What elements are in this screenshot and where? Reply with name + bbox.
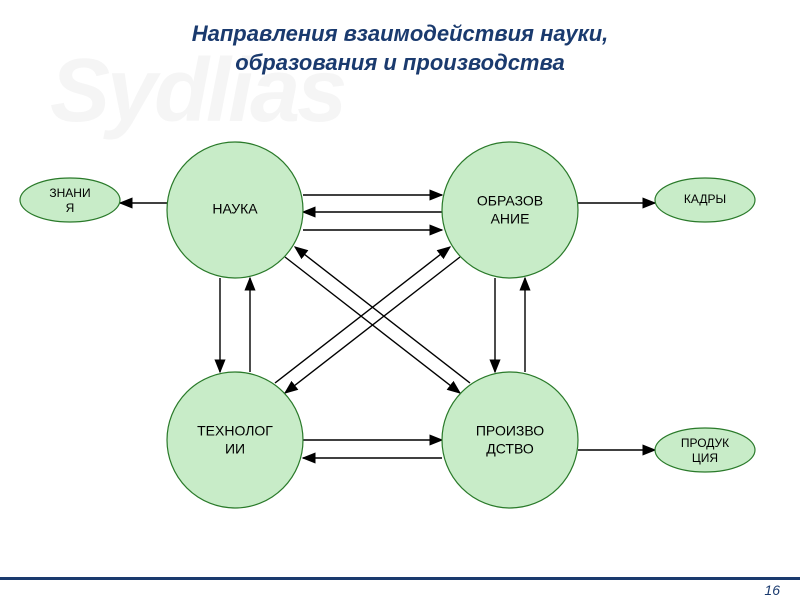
small-node-label: Я — [66, 201, 75, 215]
node-label: НАУКА — [212, 201, 258, 217]
node-label: ТЕХНОЛОГ — [197, 423, 273, 439]
small-node-label: ПРОДУК — [681, 436, 729, 450]
title-line-1: Направления взаимодействия науки, — [192, 21, 609, 46]
footer-divider — [0, 577, 800, 580]
node-label: ОБРАЗОВ — [477, 193, 543, 209]
node-label: ДСТВО — [486, 441, 534, 457]
node-label: ИИ — [225, 441, 245, 457]
small-node-label: КАДРЫ — [684, 192, 726, 206]
interaction-diagram: НАУКА ОБРАЗОВ АНИЕ ТЕХНОЛОГ ИИ ПРОИЗВО ДСТВО ЗН… — [0, 0, 800, 600]
page-title: Направления взаимодействия науки, образо… — [0, 20, 800, 77]
small-node-label: ЗНАНИ — [49, 186, 90, 200]
diagram-arrow — [275, 247, 450, 383]
diagram-arrow — [295, 247, 470, 383]
small-node-label: ЦИЯ — [692, 451, 718, 465]
node-label: ПРОИЗВО — [476, 423, 544, 439]
node-label: АНИЕ — [491, 211, 530, 227]
title-line-2: образования и производства — [235, 50, 564, 75]
page-number: 16 — [764, 582, 780, 598]
